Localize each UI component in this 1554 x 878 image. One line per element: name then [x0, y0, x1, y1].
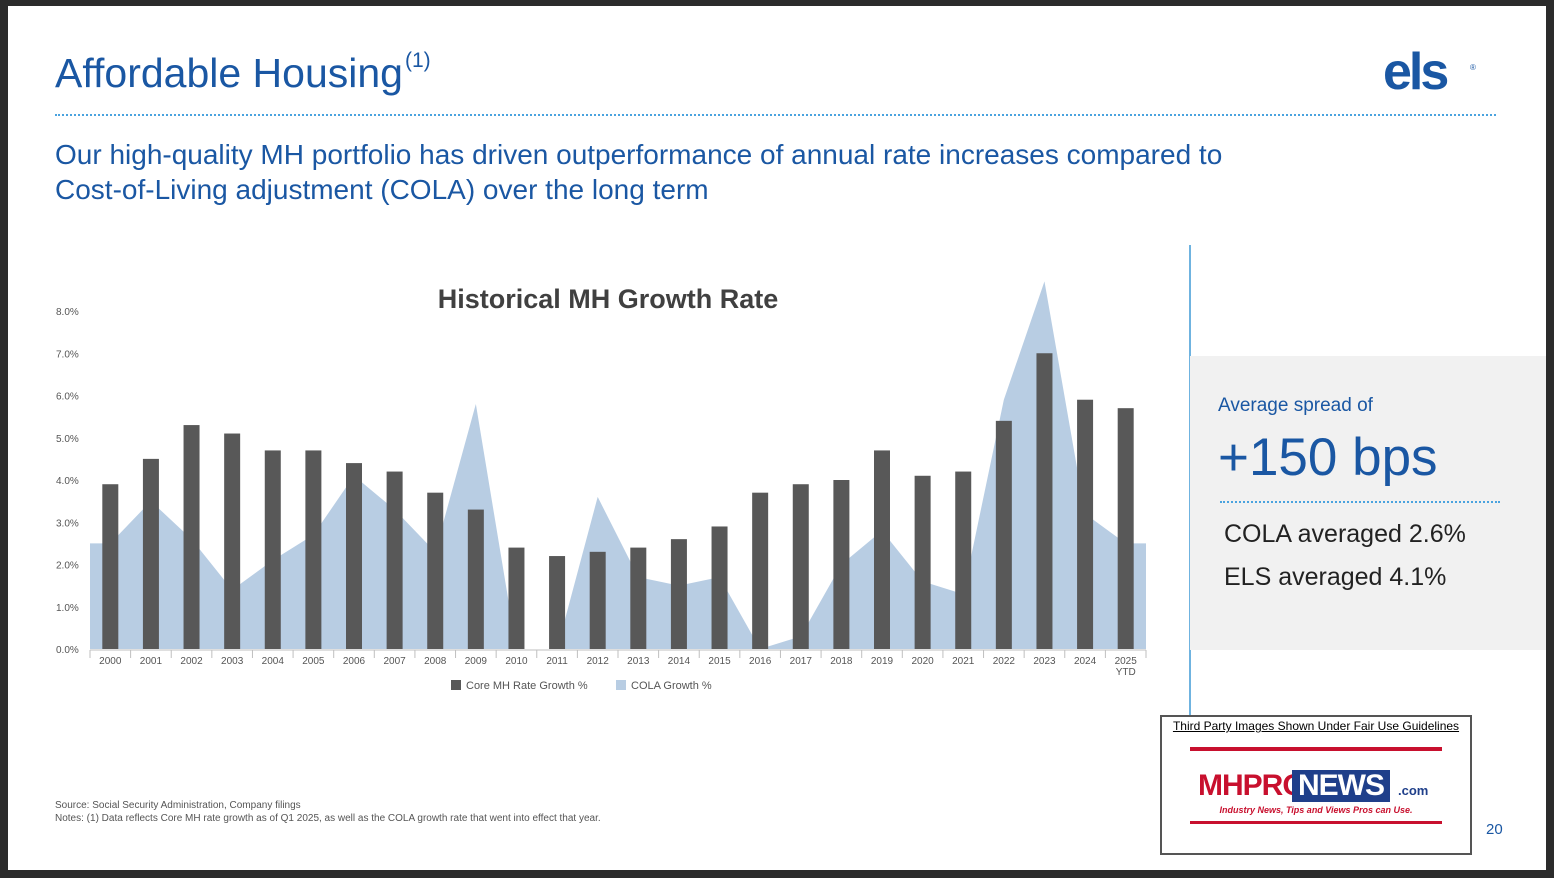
cola-growth-area — [90, 281, 1146, 649]
y-tick-label: 7.0% — [56, 349, 79, 360]
bar-2007 — [386, 471, 403, 649]
x-tick-label: 2018 — [830, 656, 853, 667]
spread-value: +150 bps — [1218, 428, 1438, 487]
bar-2014 — [670, 539, 687, 649]
badge-brand-com: .com — [1398, 783, 1429, 798]
bar-2008 — [427, 492, 444, 649]
els-average: ELS averaged 4.1% — [1224, 563, 1447, 591]
badge-brand-news: NEWS — [1292, 770, 1390, 802]
slide: Affordable Housing(1) els ® Our high-qua… — [8, 6, 1546, 870]
bar-2003 — [224, 433, 241, 649]
x-tick-label: 2023 — [1033, 656, 1056, 667]
x-tick-label: 2016 — [749, 656, 772, 667]
spread-label: Average spread of — [1218, 395, 1373, 416]
y-tick-label: 0.0% — [56, 645, 79, 656]
bar-2009 — [467, 509, 484, 649]
bar-2018 — [833, 480, 850, 649]
title-divider — [55, 114, 1496, 116]
bar-2022 — [995, 420, 1012, 649]
bar-2011 — [549, 556, 566, 649]
x-tick-label: 2011 — [546, 656, 568, 667]
y-tick-label: 5.0% — [56, 434, 79, 445]
slide-title: Affordable Housing(1) — [55, 49, 431, 96]
legend-swatch-core-mh — [451, 680, 461, 690]
x-tick-label: 2001 — [140, 656, 163, 667]
chart-title: Historical MH Growth Rate — [437, 284, 779, 314]
x-tick-label: 2013 — [627, 656, 650, 667]
x-tick-label: 2012 — [587, 656, 610, 667]
badge-rule-bottom — [1190, 821, 1442, 824]
bar-2000 — [102, 484, 119, 649]
bar-2005 — [305, 450, 322, 649]
badge-rule-top — [1190, 747, 1442, 751]
source-notes: Source: Social Security Administration, … — [55, 799, 601, 825]
slide-subtitle: Our high-quality MH portfolio has driven… — [55, 139, 1223, 205]
bar-2023 — [1036, 353, 1053, 649]
fair-use-caption: Third Party Images Shown Under Fair Use … — [1172, 719, 1460, 733]
bar-2019 — [874, 450, 890, 649]
page-number: 20 — [1486, 821, 1503, 838]
x-tick-label: 2008 — [424, 656, 447, 667]
x-tick-label: 2014 — [668, 656, 691, 667]
cola-average: COLA averaged 2.6% — [1224, 520, 1466, 548]
bar-2015 — [711, 526, 728, 649]
els-logo: els — [1383, 43, 1449, 101]
panel-divider — [1220, 501, 1500, 503]
title-footnote-marker: (1) — [404, 49, 431, 72]
x-tick-label: 2015 — [708, 656, 731, 667]
x-tick-label: 2003 — [221, 656, 244, 667]
legend-swatch-cola — [616, 680, 626, 690]
spread-panel — [1190, 356, 1546, 650]
logo-registered-mark: ® — [1470, 63, 1476, 72]
notes-line: Notes: (1) Data reflects Core MH rate gr… — [55, 813, 601, 824]
x-tick-label: 2000 — [99, 656, 122, 667]
bar-2016 — [752, 492, 769, 649]
x-tick-label: 2005 — [302, 656, 325, 667]
bar-2021 — [955, 471, 972, 649]
bar-2002 — [183, 425, 200, 649]
y-tick-label: 2.0% — [56, 561, 79, 572]
y-tick-label: 8.0% — [56, 307, 79, 318]
bar-2001 — [142, 458, 159, 649]
x-tick-label: 2006 — [343, 656, 366, 667]
x-tick-label: 2021 — [952, 656, 975, 667]
source-line: Source: Social Security Administration, … — [55, 800, 301, 811]
bar-2017 — [792, 484, 809, 649]
x-tick-label: 2002 — [180, 656, 203, 667]
bar-2020 — [914, 475, 931, 649]
x-tick-label: 2004 — [262, 656, 285, 667]
x-tick-label: 2010 — [505, 656, 528, 667]
legend-label-core-mh: Core MH Rate Growth % — [466, 680, 588, 692]
bar-2024 — [1077, 399, 1094, 649]
x-tick-label: 2020 — [911, 656, 934, 667]
badge-tagline: Industry News, Tips and Views Pros can U… — [1219, 805, 1413, 815]
bar-2012 — [589, 551, 606, 649]
bar-2013 — [630, 547, 647, 649]
x-tick-label: 2022 — [993, 656, 1016, 667]
bar-2006 — [346, 463, 362, 649]
growth-chart: 2000 2001 2002 2003 2004 2005 2006 2007 2008 2009… — [56, 281, 1147, 692]
badge-brand-mhpro: MHPRO — [1198, 769, 1306, 802]
bar-2025 — [1117, 408, 1134, 649]
mhpronews-badge: Third Party Images Shown Under Fair Use … — [1160, 715, 1472, 855]
x-tick-label: 2024 — [1074, 656, 1097, 667]
y-tick-label: 4.0% — [56, 476, 79, 487]
legend-label-cola: COLA Growth % — [631, 680, 712, 692]
x-tick-label: 2019 — [871, 656, 894, 667]
x-tick-label: YTD — [1116, 667, 1136, 678]
bar-2010 — [508, 547, 525, 649]
y-tick-label: 1.0% — [56, 603, 79, 614]
bar-2004 — [264, 450, 281, 649]
x-tick-label: 2007 — [383, 656, 406, 667]
x-tick-label: 2025 — [1115, 656, 1138, 667]
y-tick-label: 3.0% — [56, 518, 79, 529]
y-tick-label: 6.0% — [56, 392, 79, 403]
x-tick-label: 2017 — [790, 656, 813, 667]
x-tick-label: 2009 — [465, 656, 488, 667]
